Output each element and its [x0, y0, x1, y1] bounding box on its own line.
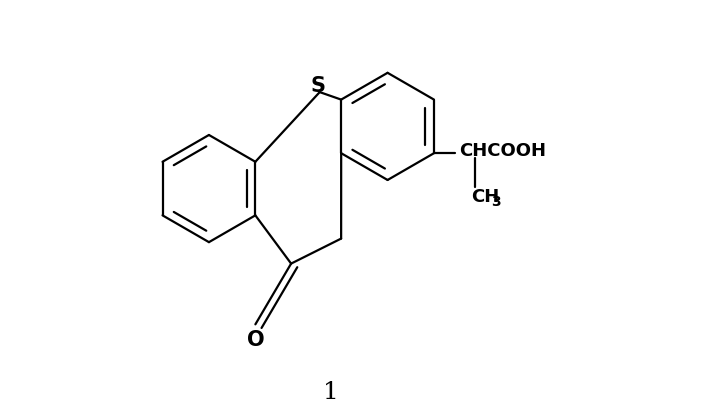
Text: CH: CH [471, 189, 500, 207]
Text: 3: 3 [490, 195, 500, 210]
Text: 1: 1 [322, 381, 338, 404]
Text: O: O [246, 330, 264, 350]
Text: S: S [311, 76, 326, 96]
Text: CHCOOH: CHCOOH [459, 142, 546, 160]
